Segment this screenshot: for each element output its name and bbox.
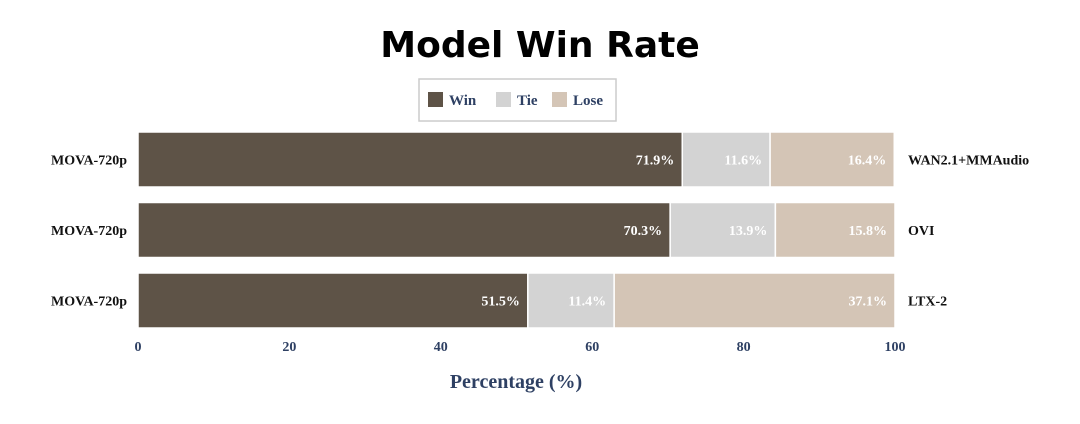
bar-lose-row-1 (769, 131, 895, 188)
legend: Win Tie Lose (418, 78, 617, 122)
data-label-tie-row-2: 13.9% (729, 224, 768, 239)
legend-swatch-lose (552, 92, 567, 107)
data-label-tie-row-1: 11.6% (724, 154, 762, 169)
legend-frame (418, 78, 617, 122)
legend-swatch-win (428, 92, 443, 107)
data-label-win-row-3: 51.5% (481, 295, 520, 310)
x-tick-20: 20 (282, 340, 296, 355)
data-label-lose-row-1: 16.4% (848, 154, 887, 169)
bars-group: 71.9% 11.6% 16.4% 70.3% 13.9% 15.8% 51.5% 11.4%… (137, 131, 896, 329)
chart-title: Model Win Rate (380, 25, 699, 66)
left-label-row-2: MOVA-720p (51, 224, 127, 239)
data-label-win-row-2: 70.3% (624, 224, 663, 239)
data-label-lose-row-3: 37.1% (849, 295, 888, 310)
left-label-row-1: MOVA-720p (51, 154, 127, 169)
legend-label-tie: Tie (517, 93, 538, 109)
bar-win-row-2 (137, 201, 671, 259)
right-label-row-1: WAN2.1+MMAudio (908, 154, 1029, 169)
x-tick-0: 0 (135, 340, 142, 355)
right-label-row-2: OVI (908, 224, 934, 239)
bar-tie-row-1 (681, 131, 771, 188)
data-label-lose-row-2: 15.8% (849, 224, 888, 239)
bar-lose-row-2 (774, 201, 896, 259)
legend-swatch-tie (496, 92, 511, 107)
legend-label-lose: Lose (573, 93, 603, 109)
left-label-row-3: MOVA-720p (51, 295, 127, 310)
x-axis-label: Percentage (%) (450, 371, 582, 393)
row-labels-group: MOVA-720p WAN2.1+MMAudio MOVA-720p OVI MOVA-… (51, 154, 1029, 310)
x-tick-40: 40 (434, 340, 448, 355)
legend-label-win: Win (449, 93, 477, 109)
bar-win-row-1 (137, 131, 684, 188)
bar-lose-row-3 (613, 272, 896, 329)
data-label-tie-row-3: 11.4% (568, 295, 606, 310)
x-tick-60: 60 (585, 340, 599, 355)
data-label-win-row-1: 71.9% (636, 154, 675, 169)
bar-win-row-3 (137, 272, 529, 329)
x-axis-ticks: 0 20 40 60 80 100 (135, 340, 906, 355)
x-tick-100: 100 (885, 340, 906, 355)
bar-tie-row-3 (527, 272, 615, 329)
right-label-row-3: LTX-2 (908, 295, 947, 310)
x-tick-80: 80 (737, 340, 751, 355)
